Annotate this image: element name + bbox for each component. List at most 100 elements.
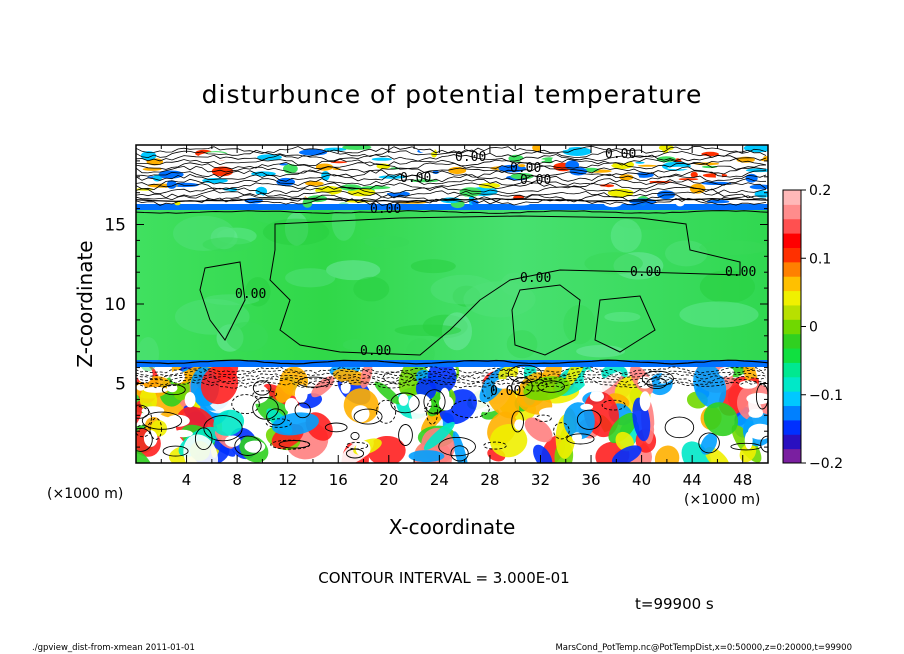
interior-contour-2 (511, 284, 581, 356)
x-tick-label: 4 (182, 471, 192, 489)
upper-patch (432, 170, 439, 174)
stable-patch (364, 236, 410, 249)
lower-contour (136, 406, 152, 430)
contour-label: 0.00 (360, 344, 391, 359)
contour-label: 0.00 (400, 171, 431, 186)
stable-patch (202, 237, 252, 252)
x-unit-label-left: (×1000 m) (47, 486, 123, 502)
lower-contour (451, 399, 490, 419)
x-tick-label: 16 (329, 471, 348, 489)
lower-contour (194, 427, 213, 451)
x-axis-title: X-coordinate (389, 515, 516, 539)
colorbar-tick-label: −0.2 (809, 456, 843, 472)
lower-contour (162, 445, 189, 457)
time-label: t=99900 s (635, 595, 714, 613)
contour-label: 0.00 (725, 265, 756, 280)
lower-contour (141, 411, 183, 430)
contour-interval: CONTOUR INTERVAL = 3.000E-01 (318, 569, 569, 587)
upper-patch (518, 158, 546, 162)
colorbar-swatch (783, 419, 801, 435)
x-tick-label: 44 (683, 471, 702, 489)
x-tick-label: 8 (232, 471, 242, 489)
upper-contour (136, 149, 767, 159)
contour-label-group: 0.000.000.000.000.000.000.00 0.000.000.00… (235, 147, 756, 399)
lower-contour (522, 378, 548, 392)
turbulent-white-patch (172, 429, 193, 438)
turbulent-patch (590, 371, 622, 396)
upper-patch (305, 181, 324, 186)
colorbar-swatch (783, 218, 801, 234)
lower-contour (576, 409, 602, 430)
turbulent-white-patch (249, 420, 263, 428)
lower-contour (664, 416, 695, 439)
lower-contour (390, 392, 420, 414)
chart-title: disturbunce of potential temperature (202, 80, 703, 109)
upper-patch (371, 157, 392, 161)
upper-patch (420, 187, 438, 195)
turbulent-patch (343, 414, 377, 446)
lower-contour (345, 448, 365, 459)
upper-patch (495, 146, 518, 156)
colorbar-tick-label: 0 (809, 320, 818, 336)
stable-patch (699, 240, 767, 256)
colorbar-swatch (783, 204, 801, 220)
upper-contour (136, 181, 767, 191)
lower-contour (350, 431, 360, 441)
upper-patch (749, 184, 768, 190)
upper-patch (675, 198, 685, 207)
upper-patch (678, 178, 699, 181)
lower-contour (483, 441, 507, 450)
lower-contour (294, 402, 311, 419)
stable-patch (584, 252, 643, 275)
contour-label: 0.00 (520, 173, 551, 188)
turbulent-white-patch (244, 384, 270, 404)
upper-patch (140, 151, 157, 161)
footer-left: ./gpview_dist-from-xmean 2011-01-01 (32, 643, 195, 653)
upper-patch (383, 153, 400, 158)
upper-patch (323, 147, 347, 152)
stable-patch (665, 240, 708, 267)
colorbar-tick-label: 0.2 (809, 183, 831, 199)
lower-contour (136, 427, 153, 452)
upper-contour (136, 161, 767, 170)
x-tick-label: 40 (632, 471, 651, 489)
upper-contour (136, 173, 767, 183)
x-tick-label: 36 (581, 471, 600, 489)
upper-patch (637, 164, 657, 167)
turbulent-white-patch (514, 419, 525, 431)
colorbar-swatch (783, 376, 801, 392)
upper-patch (276, 177, 296, 187)
turbulent-white-patch (653, 419, 674, 435)
turbulent-white-patch (639, 391, 651, 412)
contour-label: 0.00 (370, 202, 401, 217)
lower-contour (511, 377, 533, 396)
colorbar-swatch (783, 247, 801, 263)
contour-label: 0.00 (455, 150, 486, 165)
turbulent-patch (693, 363, 727, 409)
colorbar-swatch (783, 434, 801, 450)
upper-patch (690, 171, 698, 178)
upper-patch (608, 158, 632, 164)
turbulent-white-patch (351, 405, 370, 423)
lower-contour (423, 405, 442, 414)
colorbar-swatch (783, 233, 801, 248)
x-tick-label: 48 (733, 471, 752, 489)
upper-contour (136, 177, 767, 187)
turbulent-patch (332, 368, 369, 386)
lower-contour (161, 384, 186, 396)
turbulent-patch (654, 445, 680, 463)
lower-contour (601, 399, 626, 411)
upper-contour (136, 165, 767, 175)
stable-patch (610, 218, 642, 253)
lower-contour (266, 408, 286, 426)
upper-patch (635, 161, 645, 164)
upper-patch (658, 145, 674, 151)
turbulent-white-patch (340, 380, 351, 394)
turbulent-patch (423, 421, 455, 451)
stable-patch (353, 276, 390, 302)
colorbar-swatch (783, 405, 801, 421)
interior-contour-4 (199, 261, 246, 341)
lower-contour (136, 424, 151, 438)
turbulent-patch (524, 417, 553, 443)
turbulent-patch (608, 412, 637, 444)
